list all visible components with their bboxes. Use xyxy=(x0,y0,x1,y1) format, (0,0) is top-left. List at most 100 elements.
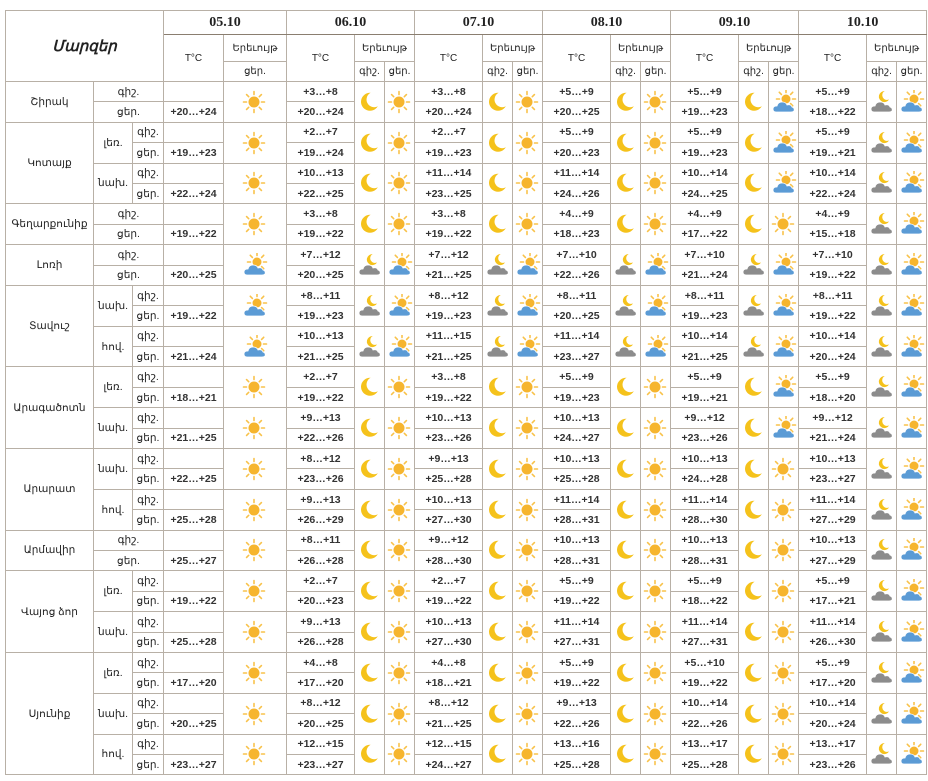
temp-cell: +9…+13 xyxy=(286,407,355,429)
temp-cell: +19…+22 xyxy=(414,386,484,409)
zone-name: լեռ. xyxy=(93,121,133,164)
period-header: գիշ. xyxy=(482,61,514,82)
temp-cell: +11…+15 xyxy=(414,325,484,348)
weather-icon xyxy=(744,500,762,519)
weather-icon-cell xyxy=(738,325,770,368)
period-label: ցեր. xyxy=(93,549,164,572)
period-header: ցեր. xyxy=(383,61,416,82)
region-name: Շիրակ xyxy=(5,81,94,123)
temp-cell: +20…+25 xyxy=(163,264,224,286)
temp-cell: +8…+11 xyxy=(286,284,355,307)
weather-icon-cell xyxy=(896,488,928,531)
weather-icon xyxy=(772,89,796,113)
weather-icon-cell xyxy=(640,203,672,246)
date-header: 06.10 xyxy=(285,10,416,35)
temp-cell: +5…+9 xyxy=(542,80,612,103)
temp-cell: +8…+12 xyxy=(414,284,484,307)
temp-cell: +20…+25 xyxy=(163,713,224,735)
weather-icon xyxy=(488,541,506,560)
temp-cell: +23…+26 xyxy=(286,468,355,490)
weather-icon-cell xyxy=(512,692,544,735)
weather-icon-cell xyxy=(223,325,287,368)
weather-icon xyxy=(358,335,381,357)
weather-icon xyxy=(486,335,509,357)
zone-name: լեռ. xyxy=(93,651,133,694)
weather-icon xyxy=(387,579,410,603)
weather-icon xyxy=(387,743,410,766)
temp-cell: +10…+13 xyxy=(542,407,612,429)
weather-icon-cell xyxy=(482,366,514,409)
weather-icon xyxy=(870,376,893,398)
weather-icon xyxy=(360,378,378,397)
temp-cell: +27…+30 xyxy=(414,631,484,653)
temp-cell: +10…+13 xyxy=(414,488,484,511)
weather-icon xyxy=(744,663,762,682)
period-label: գիշ. xyxy=(132,692,164,715)
weather-icon xyxy=(643,131,666,154)
weather-icon xyxy=(488,418,506,437)
weather-icon xyxy=(242,131,266,154)
temp-cell: +11…+14 xyxy=(542,325,612,348)
weather-icon xyxy=(616,582,634,601)
weather-icon xyxy=(515,90,538,114)
weather-icon-cell xyxy=(896,81,928,123)
temp-cell: +13…+16 xyxy=(542,733,612,755)
weather-icon-cell xyxy=(610,81,642,123)
weather-icon-cell xyxy=(512,366,544,409)
weather-icon xyxy=(744,378,762,397)
weather-icon xyxy=(358,254,381,276)
weather-icon-cell xyxy=(512,407,544,450)
weather-icon xyxy=(900,375,924,398)
temp-cell: +18…+22 xyxy=(670,590,740,613)
temp-cell: +22…+26 xyxy=(542,713,612,735)
weather-icon-cell xyxy=(640,325,672,368)
weather-icon-cell xyxy=(866,488,898,531)
weather-icon-cell xyxy=(383,448,416,490)
period-label: գիշ. xyxy=(132,366,164,388)
temp-cell xyxy=(163,570,224,592)
temp-cell: +18…+23 xyxy=(542,223,612,246)
weather-icon xyxy=(387,131,410,154)
temp-cell: +25…+28 xyxy=(670,753,740,776)
weather-icon xyxy=(360,622,378,641)
weather-icon xyxy=(616,92,634,111)
weather-icon-cell xyxy=(768,448,800,490)
weather-icon-cell xyxy=(610,407,642,450)
temp-cell: +5…+9 xyxy=(542,570,612,592)
date-header: 05.10 xyxy=(163,10,287,35)
weather-icon-cell xyxy=(610,162,642,205)
weather-icon xyxy=(870,213,893,235)
temp-cell: +3…+8 xyxy=(286,203,355,225)
weather-icon xyxy=(242,376,266,399)
temp-cell: +21…+24 xyxy=(163,346,224,368)
period-label: գիշ. xyxy=(93,244,164,266)
weather-icon xyxy=(242,172,266,195)
weather-icon xyxy=(515,172,538,195)
date-header: 09.10 xyxy=(670,10,800,35)
weather-icon xyxy=(616,418,634,437)
weather-icon xyxy=(616,215,634,234)
temp-cell: +19…+22 xyxy=(163,305,224,327)
temp-cell: +19…+21 xyxy=(798,142,868,164)
weather-icon-cell xyxy=(866,366,898,409)
weather-icon-cell xyxy=(640,529,672,572)
temp-cell: +5…+9 xyxy=(542,121,612,144)
temp-cell: +5…+9 xyxy=(670,80,740,103)
weather-icon xyxy=(870,661,893,684)
temp-cell: +19…+22 xyxy=(542,672,612,694)
weather-icon xyxy=(360,418,378,437)
temp-cell: +20…+25 xyxy=(542,101,612,123)
weather-icon-cell xyxy=(866,407,898,450)
weather-icon-cell xyxy=(866,162,898,205)
weather-icon-cell xyxy=(482,529,514,572)
temp-cell: +3…+8 xyxy=(414,80,484,103)
weather-icon xyxy=(516,334,540,357)
temp-cell: +22…+26 xyxy=(286,427,355,450)
temp-cell: +11…+14 xyxy=(542,611,612,633)
weather-icon-cell xyxy=(866,529,898,572)
weather-icon-cell xyxy=(768,81,800,123)
weather-icon-cell xyxy=(640,651,672,694)
weather-icon xyxy=(900,171,924,194)
weather-icon xyxy=(488,582,506,601)
weather-icon xyxy=(614,335,637,357)
